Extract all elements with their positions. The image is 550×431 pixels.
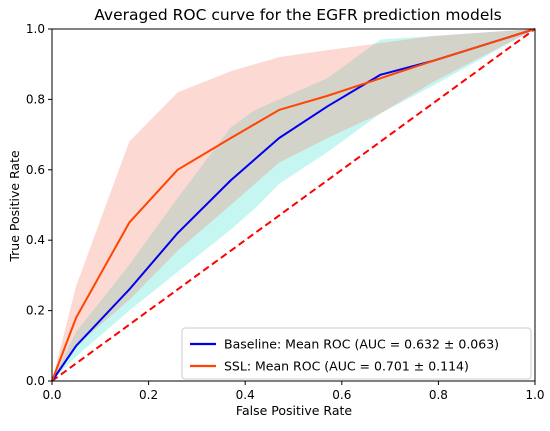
roc-line-ssl: [51, 28, 536, 382]
chart-title: Averaged ROC curve for the EGFR predicti…: [94, 6, 502, 24]
y-tick-label: 0.8: [26, 92, 45, 106]
y-tick-label: 0.4: [26, 233, 45, 247]
y-tick-label: 0.2: [26, 304, 45, 318]
x-tick-label: 1.0: [525, 388, 544, 402]
x-tick-label: 0.6: [332, 388, 351, 402]
legend-box: [181, 327, 532, 380]
confidence-band-baseline: [52, 29, 535, 381]
x-tick-label: 0.2: [139, 388, 158, 402]
series-lines: [51, 28, 536, 382]
plot-frame: [51, 28, 536, 382]
y-tick-label: 1.0: [26, 22, 45, 36]
x-axis-label: False Positive Rate: [236, 403, 352, 418]
legend-label-baseline: Baseline: Mean ROC (AUC = 0.632 ± 0.063): [224, 337, 499, 352]
y-tick-label: 0.0: [26, 374, 45, 388]
chance-diagonal-line: [51, 28, 536, 382]
x-tick-label: 0.8: [429, 388, 448, 402]
x-axis-ticks: 0.0 0.2 0.4 0.6 0.8 1.0: [42, 381, 545, 402]
y-axis-label: True Positive Rate: [7, 150, 22, 263]
y-axis-ticks: 0.0 0.2 0.4 0.6 0.8 1.0: [26, 22, 52, 388]
roc-line-baseline: [51, 28, 536, 382]
x-tick-label: 0.4: [236, 388, 255, 402]
y-tick-label: 0.6: [26, 163, 45, 177]
confidence-bands: [52, 29, 535, 381]
confidence-band-ssl: [52, 29, 535, 381]
x-tick-label: 0.0: [42, 388, 61, 402]
legend: Baseline: Mean ROC (AUC = 0.632 ± 0.063)…: [181, 327, 532, 380]
legend-label-ssl: SSL: Mean ROC (AUC = 0.701 ± 0.114): [224, 359, 469, 374]
